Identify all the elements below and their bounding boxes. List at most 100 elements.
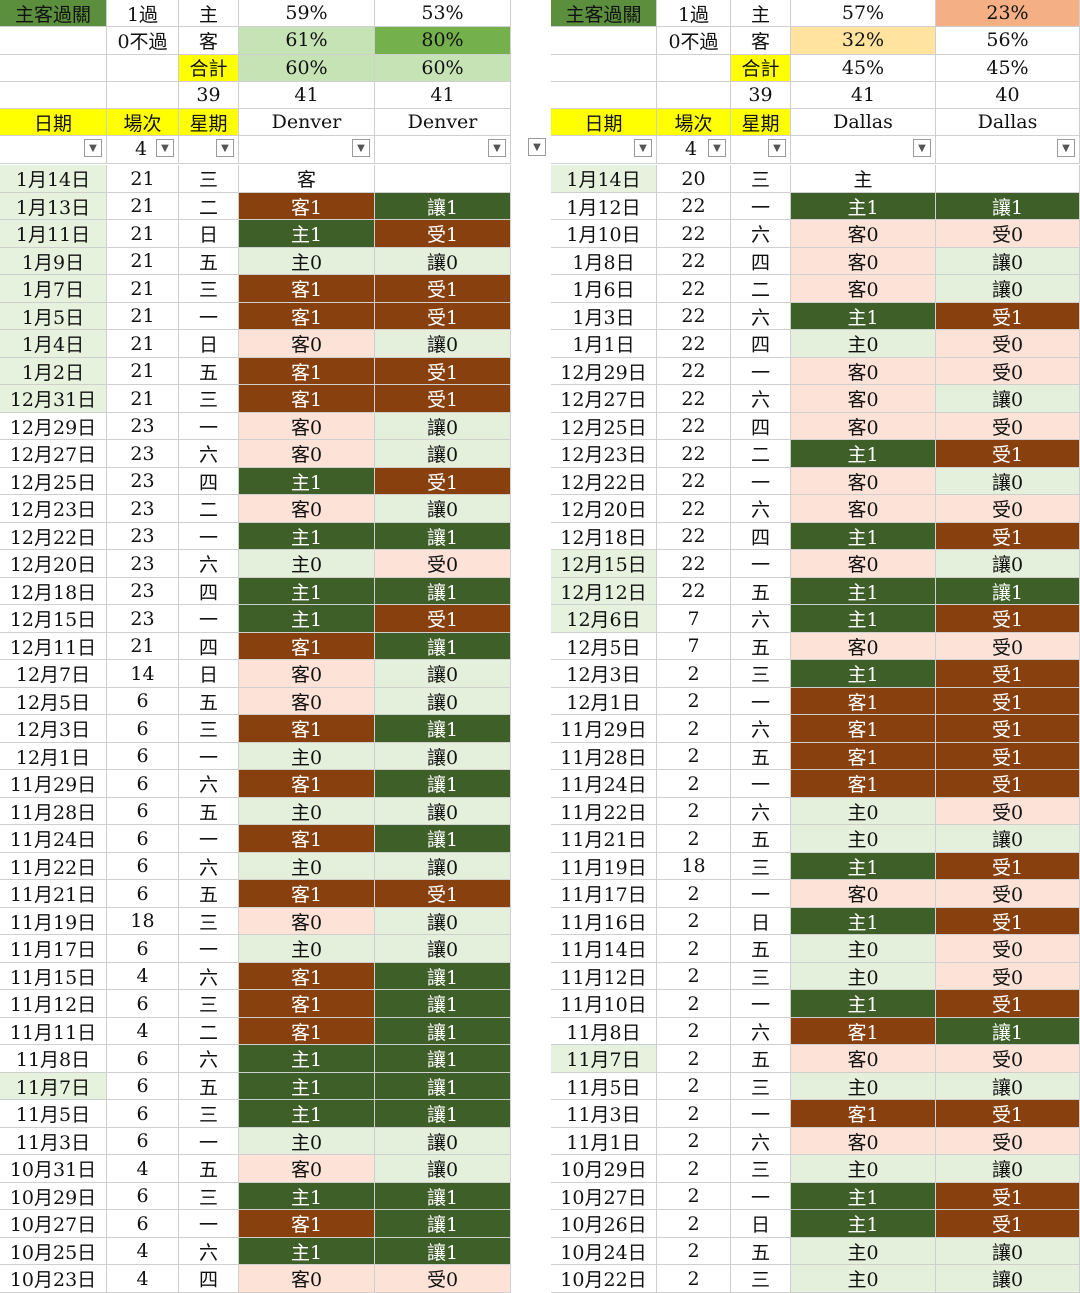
row-weekday: 六 xyxy=(179,852,239,881)
row-home-away-result: 客0 xyxy=(791,467,936,496)
row-weekday: 一 xyxy=(179,522,239,551)
row-home-away-result: 主1 xyxy=(239,522,375,551)
row-spread-result: 受0 xyxy=(936,220,1080,248)
row-home-away-result: 主1 xyxy=(791,605,936,633)
row-spread-result: 讓0 xyxy=(375,1127,511,1156)
row-weekday: 一 xyxy=(731,880,791,908)
filter-cell[interactable]: ▼ xyxy=(239,136,375,164)
summary-percent-1: 45% xyxy=(791,54,936,82)
row-game-number: 23 xyxy=(107,440,179,468)
row-weekday: 五 xyxy=(731,577,791,606)
row-weekday: 三 xyxy=(179,907,239,936)
filter-cell[interactable]: ▼ xyxy=(551,136,657,164)
row-game-number: 22 xyxy=(657,550,731,578)
row-spread-result: 讓1 xyxy=(375,962,511,991)
row-spread-result: 讓1 xyxy=(375,990,511,1018)
row-date: 10月27日 xyxy=(551,1182,657,1211)
row-date: 11月17日 xyxy=(551,880,657,908)
row-home-away-result: 主0 xyxy=(791,330,936,358)
dropdown-filter-icon[interactable]: ▼ xyxy=(488,139,506,158)
dropdown-filter-icon[interactable]: ▼ xyxy=(528,138,546,156)
summary-label: 主客過關 xyxy=(0,0,107,28)
row-date: 1月5日 xyxy=(0,302,107,331)
row-weekday: 日 xyxy=(731,907,791,936)
filter-cell[interactable]: ▼ xyxy=(936,136,1080,164)
row-weekday: 六 xyxy=(731,715,791,743)
row-weekday: 一 xyxy=(179,742,239,771)
row-home-away-result: 客0 xyxy=(791,1045,936,1073)
dropdown-filter-icon[interactable]: ▼ xyxy=(352,139,370,158)
row-weekday: 三 xyxy=(731,852,791,881)
row-date: 11月12日 xyxy=(0,990,107,1018)
row-spread-result: 讓0 xyxy=(936,1237,1080,1266)
row-spread-result: 讓1 xyxy=(375,1182,511,1211)
row-game-number: 6 xyxy=(107,1127,179,1156)
row-spread-result: 受1 xyxy=(936,687,1080,716)
column-header: 星期 xyxy=(179,109,239,137)
summary-pass-count: 0不過 xyxy=(107,27,179,55)
row-home-away-result: 客1 xyxy=(791,1017,936,1046)
row-game-number: 4 xyxy=(107,1155,179,1183)
summary-label xyxy=(551,54,657,82)
row-weekday: 三 xyxy=(179,990,239,1018)
row-home-away-result: 主1 xyxy=(239,605,375,633)
row-date: 11月10日 xyxy=(551,990,657,1018)
row-date: 12月25日 xyxy=(551,412,657,441)
summary-label xyxy=(0,54,107,82)
summary-side: 客 xyxy=(179,27,239,55)
summary-pass-count: 0不過 xyxy=(657,27,731,55)
summary-pass-count xyxy=(107,81,179,110)
row-spread-result: 讓1 xyxy=(375,1210,511,1238)
dropdown-filter-icon[interactable]: ▼ xyxy=(1057,139,1075,158)
row-game-number: 2 xyxy=(657,1100,731,1128)
row-date: 11月19日 xyxy=(551,852,657,881)
dropdown-filter-icon[interactable]: ▼ xyxy=(84,139,102,158)
dropdown-filter-icon[interactable]: ▼ xyxy=(768,139,786,158)
row-date: 11月1日 xyxy=(551,1127,657,1156)
row-game-number: 2 xyxy=(657,935,731,963)
filter-cell[interactable]: ▼ xyxy=(791,136,936,164)
filter-cell[interactable]: ▼ xyxy=(179,136,239,164)
dropdown-filter-icon[interactable]: ▼ xyxy=(708,139,726,158)
row-spread-result: 受0 xyxy=(936,357,1080,386)
row-weekday: 六 xyxy=(179,770,239,798)
row-spread-result: 受0 xyxy=(936,632,1080,661)
filter-cell[interactable]: ▼ xyxy=(0,136,107,164)
row-weekday: 一 xyxy=(179,1127,239,1156)
summary-side: 客 xyxy=(731,27,791,55)
row-game-number: 22 xyxy=(657,192,731,221)
dropdown-filter-icon[interactable]: ▼ xyxy=(156,139,174,158)
column-header: 日期 xyxy=(0,109,107,137)
row-home-away-result: 客0 xyxy=(239,330,375,358)
row-game-number: 23 xyxy=(107,577,179,606)
row-date: 12月12日 xyxy=(551,577,657,606)
row-date: 12月6日 xyxy=(551,605,657,633)
row-weekday: 三 xyxy=(731,1072,791,1101)
row-spread-result: 受0 xyxy=(375,550,511,578)
row-date: 10月25日 xyxy=(0,1237,107,1266)
row-weekday: 一 xyxy=(731,550,791,578)
row-date: 11月3日 xyxy=(551,1100,657,1128)
dropdown-filter-icon[interactable]: ▼ xyxy=(913,139,931,158)
filter-cell[interactable]: 4 ▼ xyxy=(107,136,179,164)
row-date: 12月25日 xyxy=(0,467,107,496)
row-home-away-result: 主1 xyxy=(791,660,936,688)
dropdown-filter-icon[interactable]: ▼ xyxy=(216,139,234,158)
summary-side: 39 xyxy=(179,81,239,110)
row-date: 11月24日 xyxy=(551,770,657,798)
row-weekday: 五 xyxy=(179,1072,239,1101)
row-game-number: 6 xyxy=(107,1072,179,1101)
filter-cell[interactable]: ▼ xyxy=(731,136,791,164)
column-header: 場次 xyxy=(657,109,731,137)
row-spread-result: 讓0 xyxy=(375,797,511,826)
row-weekday: 五 xyxy=(731,825,791,853)
filter-cell[interactable]: ▼ xyxy=(375,136,511,164)
row-spread-result: 讓1 xyxy=(375,1100,511,1128)
dropdown-filter-icon[interactable]: ▼ xyxy=(634,139,652,158)
row-weekday: 三 xyxy=(179,275,239,303)
filter-cell[interactable]: 4 ▼ xyxy=(657,136,731,164)
summary-pass-count xyxy=(657,54,731,82)
row-weekday: 六 xyxy=(179,1045,239,1073)
row-game-number: 22 xyxy=(657,330,731,358)
row-spread-result: 受1 xyxy=(375,880,511,908)
